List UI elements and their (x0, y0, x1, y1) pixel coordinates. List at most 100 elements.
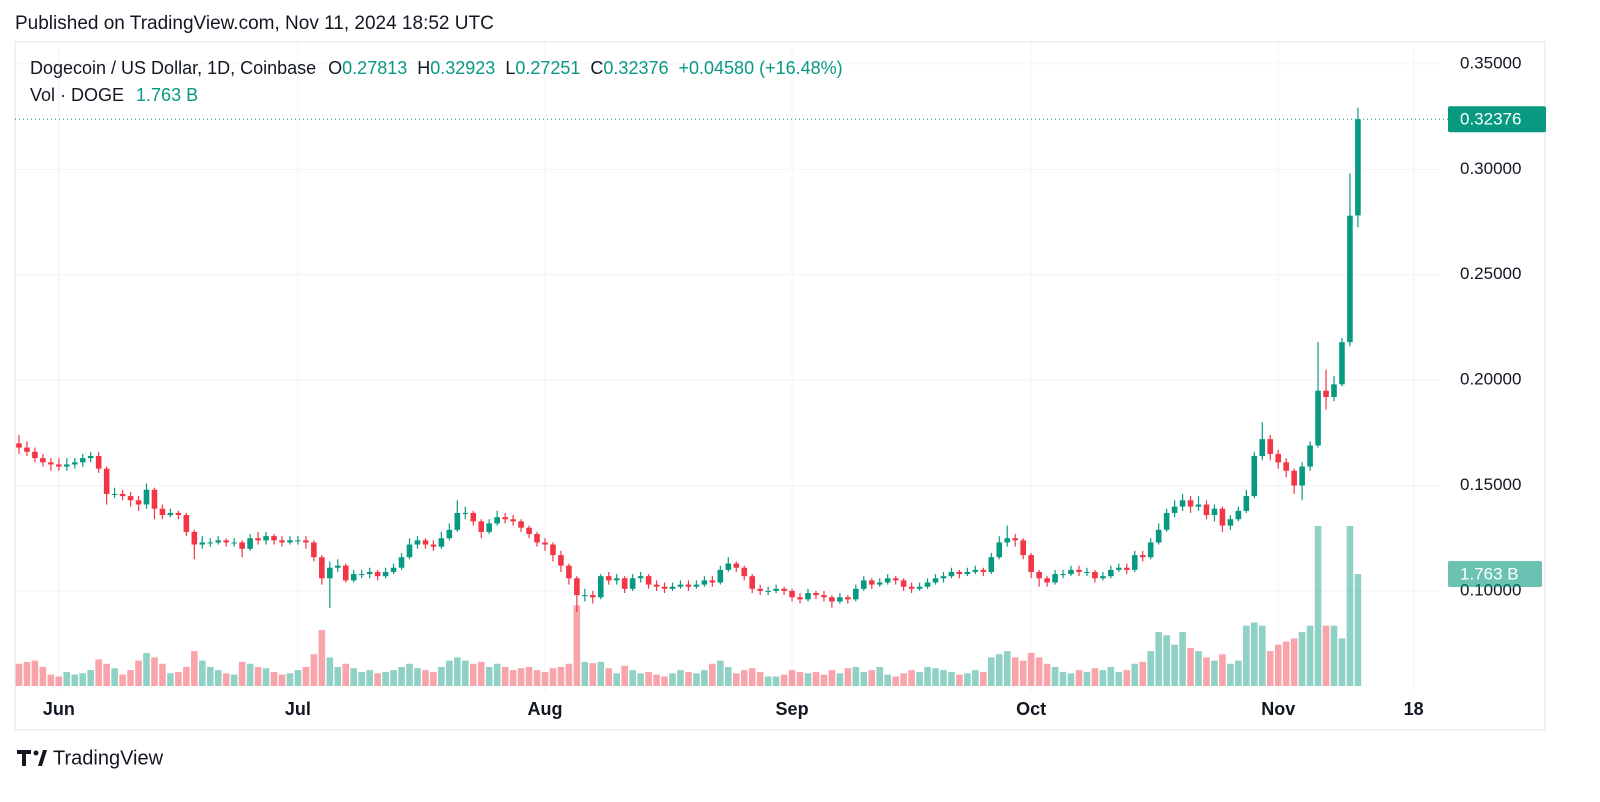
volume-bar (469, 663, 477, 686)
volume-bar (581, 661, 589, 686)
candle-body (406, 544, 413, 558)
volume-bar (812, 672, 820, 686)
candle-body (1123, 567, 1130, 570)
volume-bar (310, 654, 318, 686)
candle-body (303, 540, 309, 543)
volume-bar (1314, 525, 1322, 686)
candle-body (853, 588, 859, 600)
candle-body (1020, 540, 1026, 556)
candle-body (653, 584, 660, 587)
volume-bar (246, 663, 254, 686)
candle-body (637, 576, 644, 579)
candle-body (574, 578, 580, 596)
volume-bar (446, 660, 453, 686)
candle-body (223, 540, 229, 543)
candle-body (1131, 555, 1138, 570)
candle-body (271, 536, 277, 541)
candle-body (1307, 445, 1313, 467)
y-tick-label: 0.35000 (1460, 53, 1521, 72)
volume-bar (1171, 644, 1178, 686)
volume-bar (1083, 672, 1091, 686)
candle-body (71, 462, 78, 465)
candle-body (884, 578, 891, 583)
volume-bar (637, 673, 644, 686)
candle-body (1084, 571, 1090, 573)
candle-body (1163, 512, 1170, 530)
volume-bar (780, 674, 788, 686)
candle-body (32, 451, 38, 459)
volume-bar (39, 666, 47, 686)
x-tick-label: Oct (1016, 699, 1046, 719)
grid (15, 42, 1440, 692)
candle-body (1251, 456, 1258, 497)
legend-field-label: H (417, 58, 430, 78)
volume-bar (198, 660, 206, 686)
candle-body (56, 464, 62, 467)
volume-bar (1266, 651, 1274, 686)
volume-bar (748, 668, 756, 686)
volume-bar (964, 673, 971, 686)
volume-bar (693, 673, 700, 686)
candle-body (263, 536, 269, 541)
volume-bar (1091, 668, 1099, 686)
candle-body (1116, 567, 1122, 570)
volume-bar (374, 673, 381, 686)
volume-bar (916, 672, 923, 686)
candle-body (327, 567, 333, 579)
volume-bar (1155, 632, 1162, 686)
volume-bar (836, 673, 844, 686)
volume-bar (302, 666, 310, 686)
legend-field-label: L (505, 58, 515, 78)
candle-body (749, 576, 756, 589)
volume-bar (71, 674, 79, 686)
legend-change: +0.04580 (+16.48%) (679, 58, 843, 78)
candle-body (159, 508, 166, 516)
x-tick-label: Jun (43, 699, 75, 719)
volume-bar (677, 670, 684, 686)
candle-body (111, 493, 118, 495)
candle-body (1195, 504, 1202, 507)
candle-body (1004, 538, 1011, 543)
candle-body (924, 582, 931, 587)
last-price-box (1448, 106, 1546, 133)
candle-body (358, 574, 365, 576)
volume-bar (454, 657, 461, 686)
volume-bar (501, 666, 509, 686)
candle-body (79, 458, 86, 463)
volume-bar (541, 672, 549, 686)
candle-body (1211, 508, 1218, 516)
candle-body (1155, 529, 1162, 543)
candle-body (87, 456, 94, 459)
candle-body (390, 567, 397, 572)
candle-body (661, 586, 668, 589)
x-tick-label: Nov (1261, 699, 1295, 719)
volume-bar (127, 670, 134, 686)
candle-body (486, 523, 493, 532)
candle-body (1259, 439, 1266, 457)
candle-body (837, 597, 843, 602)
volume-bar (55, 676, 63, 686)
candle-body (1187, 500, 1194, 507)
candle-body (478, 521, 485, 532)
volume-value: 1.763 B (136, 85, 198, 105)
volume-bar (804, 673, 812, 686)
candle-body (996, 542, 1003, 558)
candle-body (311, 542, 317, 558)
volume-bar (988, 657, 995, 686)
last-price-label: 0.32376 (1460, 110, 1521, 129)
volume-bar (685, 672, 692, 686)
volume-bar (1051, 666, 1059, 686)
volume-bar (63, 672, 71, 686)
candle-body (797, 597, 803, 600)
legend-title: Dogecoin / US Dollar, 1D, Coinbase (30, 58, 316, 78)
candle-body (119, 493, 126, 497)
candle-body (295, 540, 301, 542)
volume-bar (924, 666, 931, 686)
candle-body (191, 531, 198, 545)
volume-bar (1251, 622, 1258, 686)
candle-body (1139, 555, 1146, 558)
volume-bar (406, 663, 413, 686)
candle-body (1203, 504, 1210, 516)
last-volume-label: 1.763 B (1460, 565, 1519, 584)
